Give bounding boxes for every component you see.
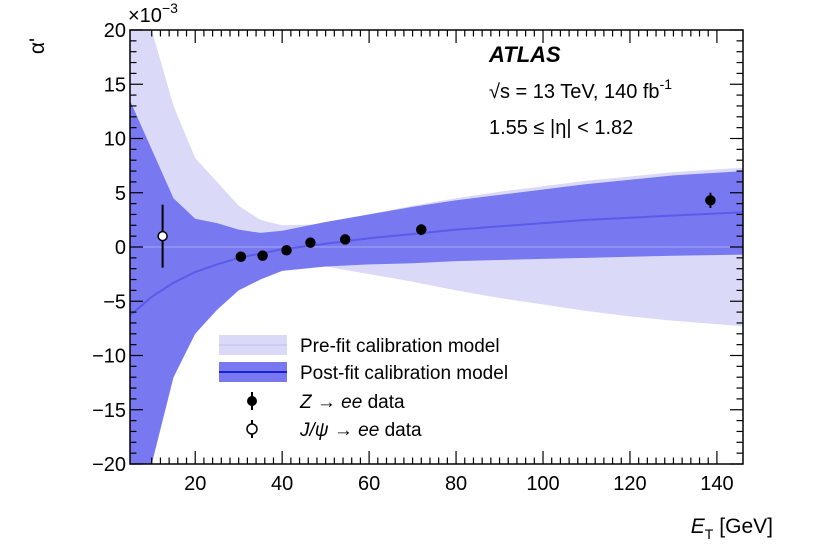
luminosity-exponent: -1	[660, 76, 673, 92]
y-tick-label: −15	[92, 400, 126, 422]
legend-postfit-label: Post-fit calibration model	[300, 363, 508, 384]
z-data-point	[339, 234, 351, 245]
legend-z-marker	[247, 396, 257, 406]
energy-luminosity-label: √s = 13 TeV, 140 fb-1	[489, 76, 672, 103]
z-data-point	[235, 251, 247, 263]
y-tick-label: 20	[104, 20, 126, 42]
legend: Pre-fit calibration model Post-fit calib…	[219, 335, 508, 441]
y-tick-label: 0	[115, 237, 126, 259]
legend-prefit-label: Pre-fit calibration model	[300, 336, 500, 357]
y-tick-label: 15	[104, 74, 126, 96]
x-tick-label: 60	[358, 473, 380, 495]
y-tick-label: −20	[92, 454, 126, 476]
x-tick-label: 140	[700, 473, 733, 495]
x-tick-label: 20	[184, 473, 206, 495]
y-tick-label: −5	[103, 291, 126, 313]
y-tick-label: 10	[104, 129, 126, 151]
y-tick-label: 5	[115, 183, 126, 205]
eta-range-label: 1.55 ≤ |η| < 1.82	[489, 117, 633, 139]
y-axis-title: α'	[26, 38, 49, 54]
legend-jpsi-label: J/ψ → ee data	[299, 420, 422, 441]
x-axis-title-subscript: T	[705, 526, 714, 542]
postfit-band	[130, 100, 743, 464]
z-data-point	[416, 224, 427, 235]
legend-z-label: Z → ee data	[299, 392, 405, 413]
atlas-label: ATLAS	[488, 42, 561, 67]
jpsi-data-point	[157, 230, 168, 242]
z-data-point	[281, 245, 292, 256]
x-tick-label: 80	[445, 473, 467, 495]
y-axis-multiplier-exponent: −3	[162, 0, 178, 16]
y-tick-label: −10	[92, 346, 126, 368]
y-axis-multiplier: ×10−3	[128, 0, 178, 27]
z-data-point	[257, 250, 268, 261]
z-data-point	[705, 195, 716, 206]
x-tick-label: 100	[526, 473, 559, 495]
x-axis-title: ET [GeV]	[691, 515, 773, 542]
x-tick-label: 120	[613, 473, 646, 495]
z-data-point	[305, 237, 316, 248]
x-tick-label: 40	[271, 473, 293, 495]
legend-jpsi-marker	[246, 423, 258, 435]
